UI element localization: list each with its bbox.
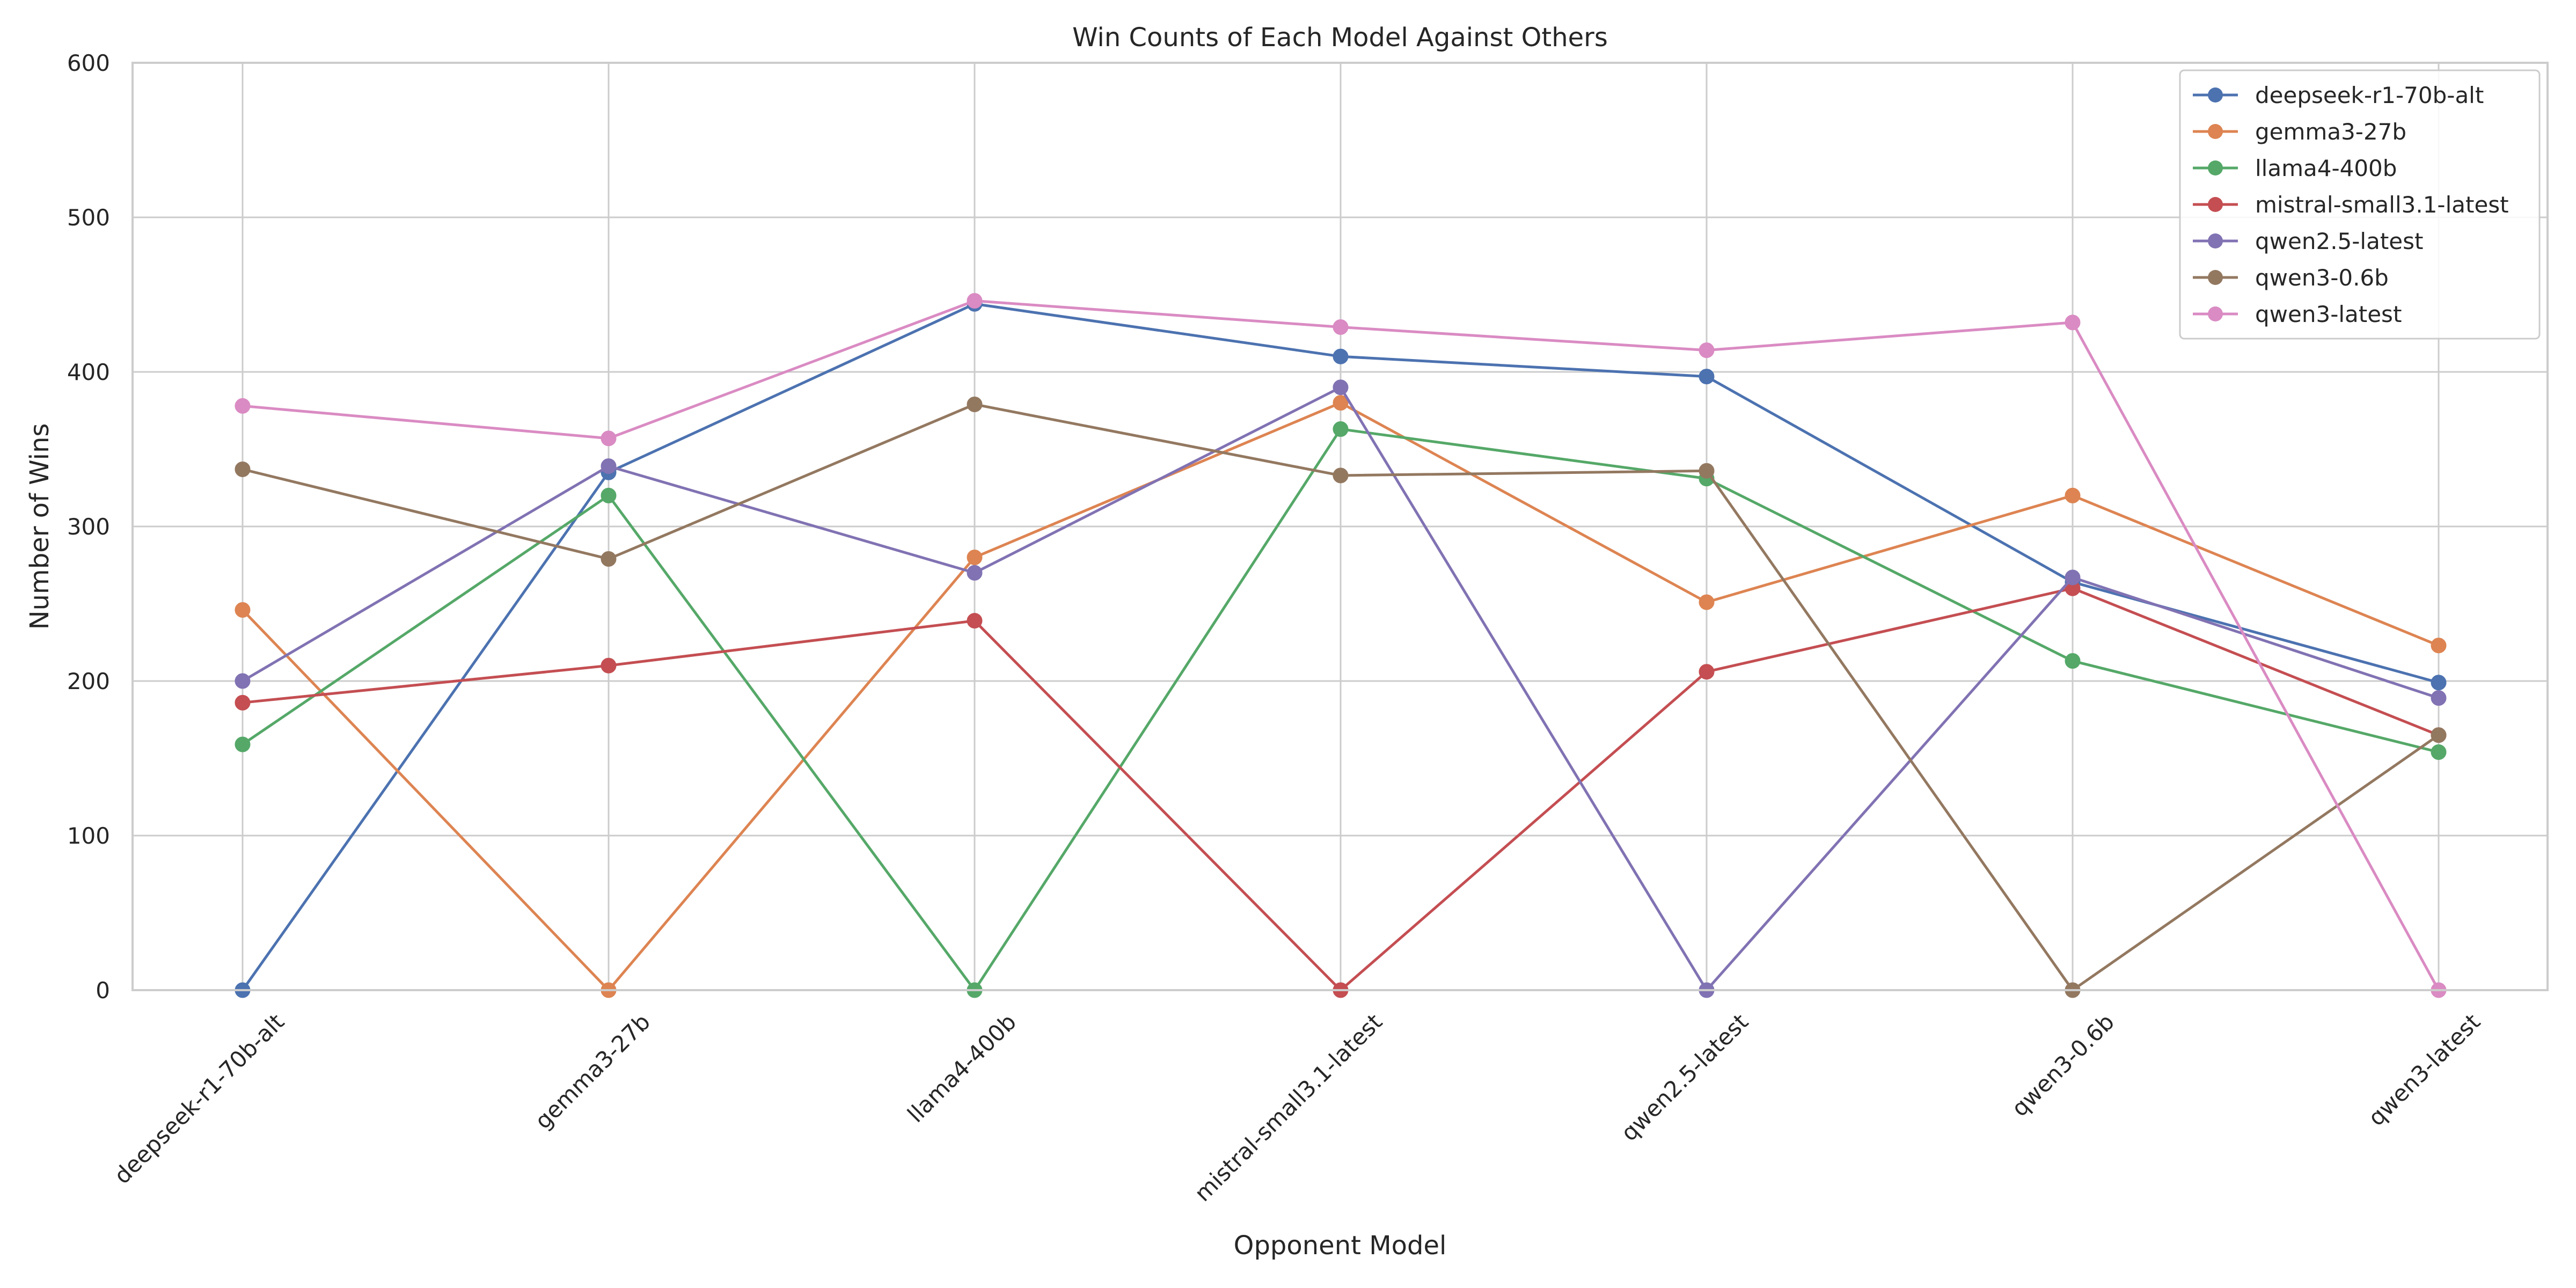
chart-title: Win Counts of Each Model Against Others: [1072, 23, 1608, 53]
x-tick-labels: deepseek-r1-70b-alt gemma3-27b llama4-400b…: [109, 1008, 2485, 1206]
legend-marker: [2208, 160, 2223, 175]
data-point: [1333, 348, 1349, 364]
data-point: [967, 293, 983, 309]
legend-marker: [2208, 270, 2223, 285]
legend-label: qwen2.5-latest: [2255, 228, 2423, 254]
series-llama4-400b: [235, 421, 2447, 998]
legend-marker: [2208, 124, 2223, 139]
legend-box: [2179, 69, 2541, 340]
data-point: [2431, 690, 2447, 706]
data-point: [601, 430, 617, 447]
legend-label: mistral-small3.1-latest: [2255, 192, 2509, 218]
data-point: [601, 487, 617, 503]
legend-label: deepseek-r1-70b-alt: [2255, 82, 2484, 108]
data-point: [235, 398, 251, 414]
y-tick-label: 0: [96, 977, 110, 1004]
x-tick-label: deepseek-r1-70b-alt: [109, 1008, 289, 1189]
y-tick-labels: 0 100 200 300 400 500 600: [67, 50, 110, 1004]
data-point: [2065, 569, 2081, 586]
data-point: [235, 461, 251, 477]
legend-label: llama4-400b: [2255, 155, 2397, 181]
data-point: [2065, 314, 2081, 331]
data-point: [601, 551, 617, 567]
y-axis-label: Number of Wins: [25, 423, 55, 630]
legend-label: gemma3-27b: [2255, 119, 2406, 145]
x-tick-label: qwen3-latest: [2363, 1008, 2485, 1131]
legend: deepseek-r1-70b-alt gemma3-27b llama4-400b…: [2179, 69, 2541, 340]
data-point: [235, 673, 251, 689]
y-tick-label: 500: [67, 204, 110, 231]
data-point: [1333, 421, 1349, 437]
data-point: [967, 565, 983, 581]
legend-item: qwen2.5-latest: [2193, 228, 2423, 254]
x-tick-label: llama4-400b: [902, 1008, 1021, 1128]
data-point: [2065, 653, 2081, 669]
legend-marker: [2208, 306, 2223, 321]
data-point: [601, 657, 617, 674]
data-point: [1699, 664, 1715, 680]
data-point: [2431, 727, 2447, 743]
data-point: [1699, 594, 1715, 610]
data-point: [1699, 369, 1715, 385]
x-tick-label: qwen2.5-latest: [1616, 1008, 1753, 1146]
y-tick-label: 100: [67, 823, 110, 849]
legend-item: llama4-400b: [2193, 155, 2397, 181]
series-group: [235, 293, 2447, 998]
data-point: [2431, 638, 2447, 654]
y-tick-label: 600: [67, 50, 110, 76]
legend-item: deepseek-r1-70b-alt: [2193, 82, 2484, 108]
data-point: [601, 458, 617, 474]
data-point: [1699, 342, 1715, 358]
data-point: [1699, 463, 1715, 479]
x-tick-label: gemma3-27b: [530, 1008, 655, 1134]
data-point: [235, 602, 251, 618]
legend-label: qwen3-latest: [2255, 301, 2402, 327]
data-point: [2065, 487, 2081, 503]
data-point: [967, 396, 983, 412]
data-point: [1333, 319, 1349, 335]
y-tick-label: 200: [67, 668, 110, 694]
y-tick-label: 400: [67, 359, 110, 385]
legend-item: qwen3-latest: [2193, 301, 2402, 327]
data-point: [235, 694, 251, 711]
legend-marker: [2208, 87, 2223, 103]
legend-marker: [2208, 197, 2223, 212]
legend-label: qwen3-0.6b: [2255, 265, 2389, 291]
legend-item: qwen3-0.6b: [2193, 265, 2389, 291]
data-point: [235, 736, 251, 752]
data-point: [967, 613, 983, 629]
x-tick-label: mistral-small3.1-latest: [1189, 1008, 1387, 1206]
x-axis-label: Opponent Model: [1234, 1231, 1447, 1261]
data-point: [967, 550, 983, 566]
data-point: [1333, 379, 1349, 396]
series-qwen2.5-latest: [235, 379, 2447, 998]
plot-frame: [131, 62, 2549, 991]
data-point: [2431, 744, 2447, 760]
legend-item: mistral-small3.1-latest: [2193, 192, 2509, 218]
grid: [133, 62, 2548, 991]
x-tick-label: qwen3-0.6b: [2006, 1008, 2119, 1122]
series-qwen3-latest: [235, 293, 2447, 998]
data-point: [1333, 395, 1349, 411]
legend-marker: [2208, 233, 2223, 248]
y-tick-label: 300: [67, 514, 110, 540]
data-point: [1333, 467, 1349, 484]
data-point: [2431, 675, 2447, 691]
legend-item: gemma3-27b: [2193, 119, 2406, 145]
